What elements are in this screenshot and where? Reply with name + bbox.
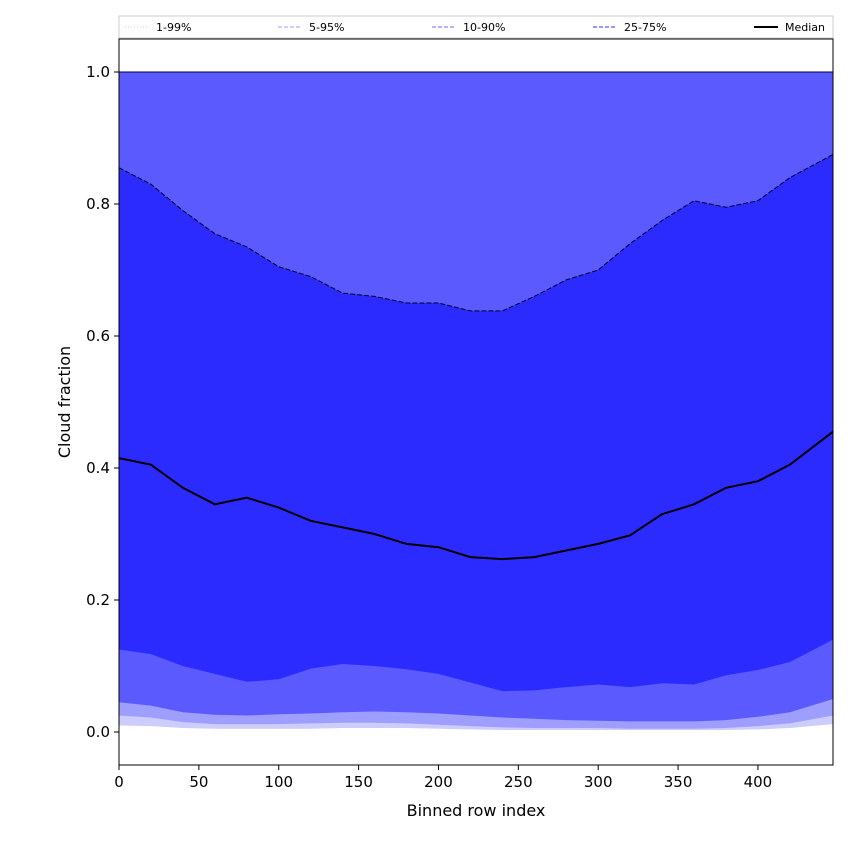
- axes: 0 50 100 150 200 250 300 350 400 0.0 0.2 0.4 0.6 0.8 1…: [86, 38, 834, 791]
- y-tick-label: 0.0: [86, 723, 110, 741]
- x-tick-label: 250: [504, 773, 533, 791]
- y-tick-label: 1.0: [86, 63, 110, 81]
- upper-quartile-line: [118, 154, 834, 312]
- band-25-75%: [119, 154, 833, 692]
- x-tick-label: 300: [584, 773, 613, 791]
- y-tick-label: 0.8: [86, 195, 110, 213]
- legend: 1-99% 5-95% 10-90% 25-75% Median: [118, 15, 834, 39]
- y-tick-label: 0.4: [86, 459, 110, 477]
- legend-label: 5-95%: [309, 21, 344, 34]
- legend-label: 10-90%: [463, 21, 505, 34]
- percentile-lines: [118, 71, 834, 561]
- legend-label: 1-99%: [156, 21, 191, 34]
- series-Median: [118, 430, 834, 561]
- x-tick-label: 150: [344, 773, 373, 791]
- y-axis-label: Cloud fraction: [55, 346, 74, 458]
- x-tick-label: 0: [114, 773, 124, 791]
- legend-box: [118, 15, 834, 39]
- x-axis-label: Binned row index: [407, 801, 546, 820]
- legend-label: 25-75%: [624, 21, 666, 34]
- x-tick-label: 200: [424, 773, 453, 791]
- y-tick-label: 0.6: [86, 327, 110, 345]
- x-tick-label: 400: [744, 773, 773, 791]
- x-tick-label: 50: [189, 773, 208, 791]
- x-tick-label: 100: [264, 773, 293, 791]
- percentile-bands: [119, 72, 833, 730]
- plot-frame: [118, 38, 834, 766]
- y-tick-label: 0.2: [86, 591, 110, 609]
- legend-label: Median: [785, 21, 825, 34]
- x-tick-label: 350: [664, 773, 693, 791]
